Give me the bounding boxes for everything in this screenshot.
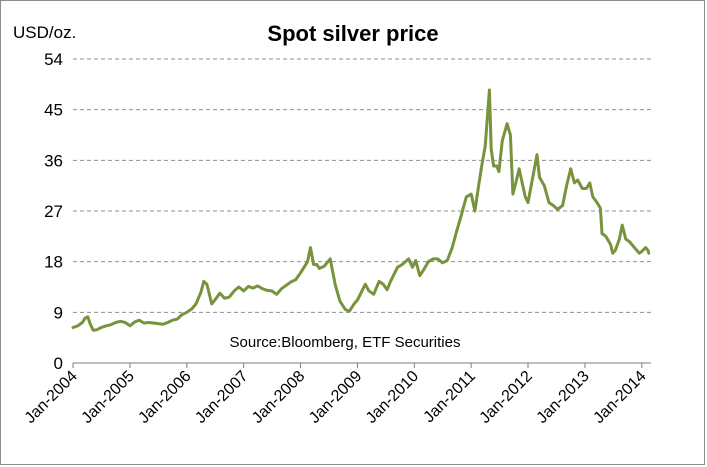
y-tick-labels: 0 9 18 27 36 45 54 <box>44 50 63 373</box>
x-tick-label: Jan-2014 <box>590 368 649 427</box>
x-tick-label: Jan-2009 <box>306 368 365 427</box>
x-tick-label: Jan-2008 <box>249 368 308 427</box>
gridlines <box>73 58 651 313</box>
y-axis-unit-label: USD/oz. <box>13 23 76 42</box>
x-tick-label: Jan-2012 <box>477 368 536 427</box>
x-tick-label: Jan-2005 <box>79 368 138 427</box>
series-layer <box>71 88 651 332</box>
x-tick-label: Jan-2013 <box>534 368 593 427</box>
y-tick-label: 27 <box>44 202 63 221</box>
y-tick-label: 9 <box>54 303 63 322</box>
source-annotation: Source:Bloomberg, ETF Securities <box>230 334 461 351</box>
x-tick-label: Jan-2004 <box>22 368 81 427</box>
y-tick-label: 18 <box>44 253 63 272</box>
y-tick-label: 54 <box>44 50 63 69</box>
y-tick-label: 36 <box>44 151 63 170</box>
series-line <box>71 88 651 332</box>
x-tick-label: Jan-2011 <box>421 368 479 426</box>
y-tick-label: 45 <box>44 101 63 120</box>
x-tick-label: Jan-2010 <box>363 368 422 427</box>
x-tick-labels: Jan-2004Jan-2005Jan-2006Jan-2007Jan-2008… <box>22 363 650 427</box>
chart-title: Spot silver price <box>267 21 438 46</box>
x-tick-label: Jan-2007 <box>192 368 251 427</box>
y-tick-label: 0 <box>54 354 63 373</box>
x-tick-label: Jan-2006 <box>135 368 194 427</box>
